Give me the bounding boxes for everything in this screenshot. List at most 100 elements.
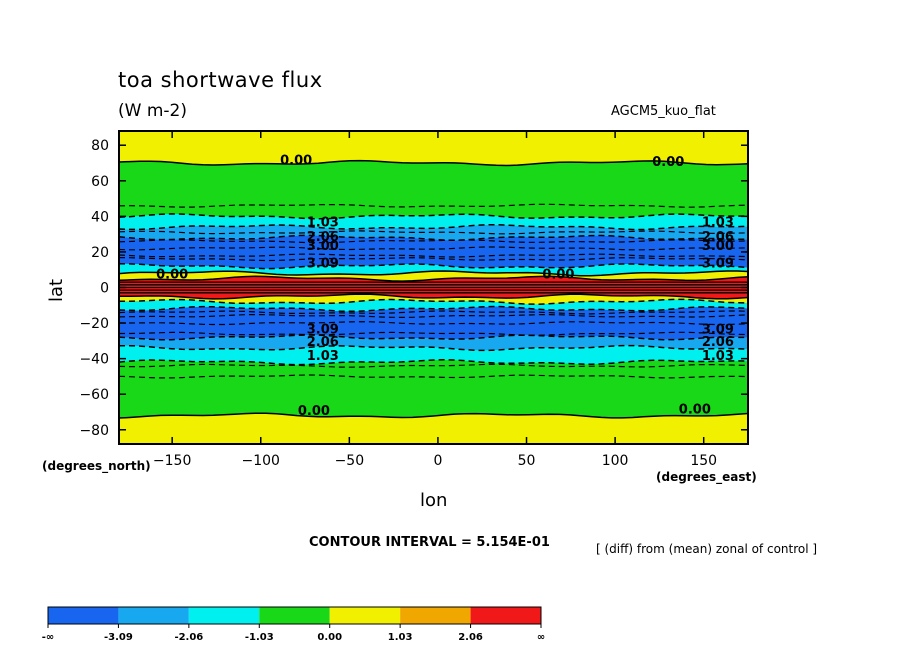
colorbar-swatch xyxy=(470,607,541,624)
contour-label: 3.09 xyxy=(702,257,734,272)
model-name: AGCM5_kuo_flat xyxy=(611,104,716,119)
colorbar-swatch xyxy=(329,607,401,624)
contour-label: 2.06 xyxy=(307,230,339,245)
y-tick-label: 60 xyxy=(91,174,109,190)
contour-line xyxy=(119,293,749,300)
contour-line xyxy=(118,321,749,326)
contour-labels: 0.00 0.001.03 1.032.06 2.063.00 3.003.09 3.09… xyxy=(156,153,734,419)
contour-label: 0.00 xyxy=(679,402,711,417)
contour-line xyxy=(119,331,749,336)
x-tick-label: 100 xyxy=(602,453,629,469)
contour-line xyxy=(118,213,749,220)
contour-line xyxy=(118,270,749,277)
contour-line xyxy=(118,203,749,208)
colorbar-label: -2.06 xyxy=(174,632,203,643)
contour-label: 1.03 xyxy=(307,216,339,231)
y-tick-label: 0 xyxy=(100,281,109,297)
x-axis-label: lon xyxy=(420,490,448,511)
colorbar-label: -3.09 xyxy=(104,632,133,643)
colorbar-label: 1.03 xyxy=(388,632,413,643)
contour-line xyxy=(118,310,749,315)
contour-label: 3.09 xyxy=(307,257,339,272)
colorbar-label: 0.00 xyxy=(317,632,342,643)
y-tick-label: −40 xyxy=(79,352,109,368)
contour-label: 0.00 xyxy=(156,267,188,282)
contour-line xyxy=(118,263,749,270)
contour-line xyxy=(118,363,749,368)
contour-label: 1.03 xyxy=(307,349,339,364)
contour-label: 0.00 xyxy=(280,153,312,168)
color-band xyxy=(119,335,748,351)
color-band xyxy=(119,299,748,312)
contour-line xyxy=(119,298,749,305)
contour-line xyxy=(118,253,749,258)
y-axis-units: (degrees_north) xyxy=(42,459,151,473)
color-band xyxy=(119,306,748,340)
contour-line xyxy=(118,246,749,251)
contour-line xyxy=(118,344,749,352)
contour-line xyxy=(118,257,749,262)
contour-label: 0.00 xyxy=(298,404,330,419)
x-axis: −150 −100 −50 0 50 100 150 xyxy=(153,131,717,469)
y-tick-label: 40 xyxy=(91,209,109,225)
y-tick-label: 80 xyxy=(91,138,109,154)
contour-line xyxy=(118,230,749,235)
contour-line xyxy=(118,313,749,319)
contour-label: 3.09 xyxy=(702,322,734,337)
contour-label: 3.00 xyxy=(702,239,734,254)
color-band xyxy=(119,131,748,166)
contour-line xyxy=(118,334,749,341)
colorbar-label: 2.06 xyxy=(458,632,483,643)
contour-line xyxy=(118,239,749,244)
colorbar-frame xyxy=(47,606,542,625)
colorbar-swatch xyxy=(188,607,260,624)
contour-line xyxy=(118,234,748,241)
contour-label: 0.00 xyxy=(542,267,574,282)
colorbar-swatch xyxy=(259,607,330,624)
colorbar-swatch xyxy=(48,607,119,624)
x-tick-label: 150 xyxy=(690,453,717,469)
color-band xyxy=(119,359,748,418)
contour-lines xyxy=(118,159,749,419)
contour-label: 0.00 xyxy=(652,155,684,170)
x-tick-label: −50 xyxy=(335,453,365,469)
contour-line xyxy=(118,359,749,366)
x-tick-label: −150 xyxy=(153,453,191,469)
contour-label: 1.03 xyxy=(702,349,734,364)
contour-line xyxy=(118,275,749,282)
contour-label: 1.03 xyxy=(702,216,734,231)
x-tick-label: 0 xyxy=(433,453,442,469)
chart-title: toa shortwave flux xyxy=(118,68,323,92)
colorbar: -∞ -3.09 -2.06 -1.03 0.00 1.03 2.06 ∞ xyxy=(42,606,545,643)
x-axis-units: (degrees_east) xyxy=(656,470,757,484)
contour-line xyxy=(118,305,749,313)
contour-label: 2.06 xyxy=(702,335,734,350)
x-tick-label: −100 xyxy=(242,453,280,469)
contour-line xyxy=(118,159,749,167)
y-axis-label: lat xyxy=(46,278,67,302)
colorbar-label: -∞ xyxy=(42,632,54,643)
color-band xyxy=(119,345,748,365)
contour-label: 2.06 xyxy=(702,230,734,245)
operation-note: [ (diff) from (mean) zonal of control ] xyxy=(596,542,818,556)
y-tick-label: −80 xyxy=(79,423,109,439)
x-tick-label: 50 xyxy=(518,453,536,469)
y-tick-label: −20 xyxy=(79,316,109,332)
y-axis: −80 −60 −40 −20 0 20 40 60 80 xyxy=(79,138,748,439)
color-band xyxy=(119,235,748,269)
contour-label: 2.06 xyxy=(307,335,339,350)
colorbar-swatch xyxy=(118,607,189,624)
contour-line xyxy=(118,374,749,379)
contour-line xyxy=(118,412,749,419)
colorbar-label: ∞ xyxy=(537,632,545,643)
contour-label: 3.00 xyxy=(307,239,339,254)
chart-units: (W m-2) xyxy=(118,101,187,121)
contour-label: 3.09 xyxy=(307,322,339,337)
color-band xyxy=(119,413,748,444)
color-band xyxy=(119,294,748,305)
contour-line xyxy=(118,223,749,231)
y-tick-label: 20 xyxy=(91,245,109,261)
color-band xyxy=(119,160,748,219)
colorbar-swatch xyxy=(400,607,471,624)
